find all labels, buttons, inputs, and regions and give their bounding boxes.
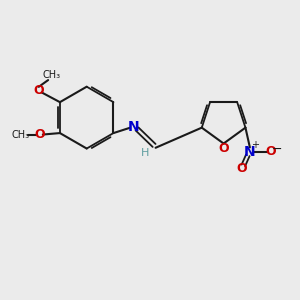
Text: O: O: [33, 85, 44, 98]
Text: N: N: [128, 120, 139, 134]
Text: O: O: [218, 142, 229, 155]
Text: N: N: [244, 145, 256, 159]
Text: −: −: [272, 143, 282, 156]
Text: +: +: [250, 140, 259, 150]
Text: CH₃: CH₃: [12, 130, 30, 140]
Text: O: O: [236, 162, 247, 176]
Text: O: O: [34, 128, 45, 141]
Text: H: H: [141, 148, 149, 158]
Text: CH₃: CH₃: [42, 70, 60, 80]
Text: O: O: [266, 145, 276, 158]
